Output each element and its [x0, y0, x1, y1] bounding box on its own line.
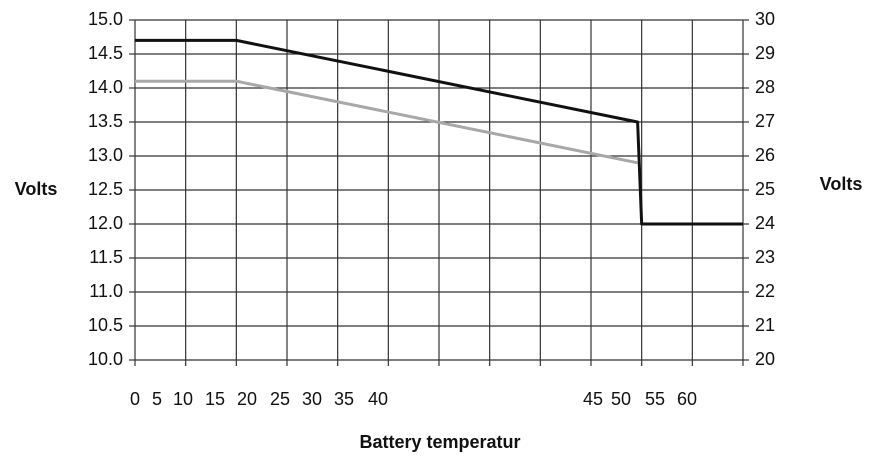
y-tick-label: 13.0 [88, 145, 123, 165]
x-axis-label: Battery temperatur [359, 432, 520, 452]
x-tick-label: 10 [173, 389, 193, 409]
y2-tick-label: 25 [755, 179, 775, 199]
y-tick-label: 12.5 [88, 179, 123, 199]
y2-tick-label: 21 [755, 315, 775, 335]
x-tick-label: 35 [334, 389, 354, 409]
y2-tick-label: 27 [755, 111, 775, 131]
x-tick-label: 30 [302, 389, 322, 409]
x-tick-label: 55 [645, 389, 665, 409]
x-tick-label: 60 [677, 389, 697, 409]
series-line [135, 79, 638, 165]
y2-tick-label: 24 [755, 213, 775, 233]
x-tick-label: 50 [611, 389, 631, 409]
y-tick-label: 11.0 [89, 281, 123, 301]
x-tick-label: 5 [152, 389, 162, 409]
x-tick-label: 0 [130, 389, 140, 409]
x-tick-label: 45 [583, 389, 603, 409]
x-tick-label: 40 [368, 389, 388, 409]
x-tick-label: 25 [270, 389, 290, 409]
y-tick-label: 14.5 [88, 43, 123, 63]
y-tick-label: 11.5 [89, 247, 123, 267]
y2-tick-label: 29 [755, 43, 775, 63]
y2-tick-label: 26 [755, 145, 775, 165]
y-axis-label: Volts [15, 179, 58, 199]
x-tick-label: 20 [237, 389, 257, 409]
y2-tick-label: 23 [755, 247, 775, 267]
y-tick-label: 15.0 [88, 9, 123, 29]
y2-axis-label: Volts [820, 174, 863, 194]
y2-tick-label: 20 [755, 349, 775, 369]
y-tick-label: 12.0 [88, 213, 123, 233]
y2-tick-label: 28 [755, 77, 775, 97]
y-tick-label: 10.5 [88, 315, 123, 335]
y2-tick-label: 30 [755, 9, 775, 29]
y-tick-label: 13.5 [88, 111, 123, 131]
y2-tick-label: 22 [755, 281, 775, 301]
y-tick-label: 10.0 [88, 349, 123, 369]
y-tick-label: 14.0 [88, 77, 123, 97]
series-line [135, 38, 743, 226]
x-tick-label: 15 [205, 389, 225, 409]
